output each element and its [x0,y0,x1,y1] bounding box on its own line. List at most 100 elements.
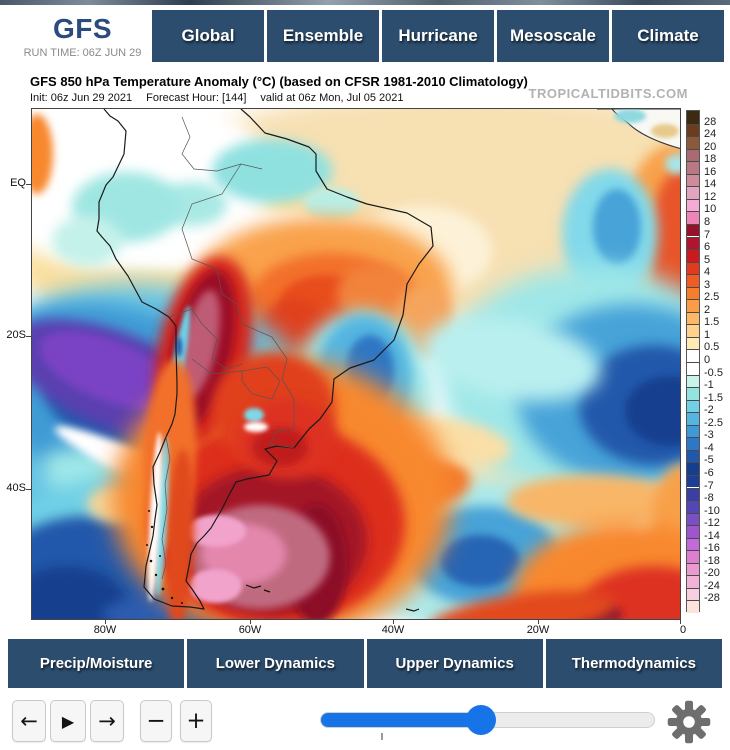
colorbar-segment [687,562,699,576]
colorbar-label: 7 [704,228,711,241]
colorbar-label: -6 [704,466,714,479]
colorbar-label: 10 [704,203,717,216]
colorbar-segment [687,575,699,588]
valid-time: valid at 06z Mon, Jul 05 2021 [260,92,404,104]
colorbar-label: 28 [704,115,717,128]
colorbar-segment [687,349,699,362]
y-axis-label: EQ [10,177,26,189]
forecast-hour: Forecast Hour: [144] [146,92,247,104]
colorbar-segment [687,161,699,174]
colorbar-segment [687,236,699,250]
product-nav-tabs: Precip/Moisture Lower Dynamics Upper Dynam… [8,639,722,688]
tab-thermodynamics[interactable]: Thermodynamics [545,639,722,688]
colorbar-segment [687,186,699,199]
x-axis-tick [250,620,251,624]
colorbar-label: 14 [704,178,717,191]
x-axis-tick [105,620,106,624]
slider-thumb[interactable] [466,705,496,735]
colorbar-segment [687,449,699,463]
y-axis-label: 20S [6,329,26,341]
colorbar-segment [687,437,699,450]
colorbar-segment [687,399,699,413]
settings-gear-icon[interactable] [666,699,712,745]
colorbar-label: 2.5 [704,291,720,304]
colorbar-label: 12 [704,190,717,203]
colorbar-label: 5 [704,253,711,266]
colorbar-segment [687,111,699,124]
forecast-hour-slider[interactable] [320,705,655,740]
colorbar-label: -14 [704,529,720,542]
colorbar-segment [687,374,699,388]
tab-ensemble[interactable]: Ensemble [267,10,379,62]
y-axis-tick [26,184,31,185]
colorbar-segment [687,474,699,488]
colorbar-label: -5 [704,454,714,467]
left-arrow-icon: ← [20,709,38,733]
colorbar-label: 24 [704,128,717,141]
run-time-label: RUN TIME: 06Z JUN 29 [23,47,142,59]
tab-mesoscale[interactable]: Mesoscale [497,10,609,62]
tab-precip-moisture[interactable]: Precip/Moisture [8,639,185,688]
play-button[interactable]: ▶ [50,700,86,742]
zoom-out-button[interactable]: − [140,700,172,742]
x-axis-label: 20W [526,624,550,636]
colorbar-segment [687,387,699,400]
x-axis-tick [393,620,394,624]
colorbar-segment [687,525,699,538]
colorbar-label: 8 [704,215,711,228]
tab-hurricane[interactable]: Hurricane [382,10,494,62]
colorbar-segment [687,600,699,613]
anomaly-map[interactable] [31,108,681,620]
colorbar-segment [687,412,699,425]
colorbar-label: 3 [704,278,711,291]
colorbar-label: -20 [704,567,720,580]
colorbar-label: -8 [704,492,714,505]
colorbar-label: -12 [704,517,720,530]
step-back-button[interactable]: ← [12,700,46,742]
tab-lower-dynamics[interactable]: Lower Dynamics [187,639,364,688]
colorbar-segment [687,336,699,350]
colorbar-segment [687,550,699,563]
step-forward-button[interactable]: → [90,700,124,742]
colorbar-label: -3 [704,429,714,442]
x-axis-tick [680,620,681,624]
colorbar-label: 1 [704,328,711,341]
colorbar-segment [687,274,699,287]
slider-fill [321,713,481,727]
colorbar-label: 2 [704,303,711,316]
slider-tick-mark [381,733,383,740]
top-banner-image [0,0,730,7]
colorbar-segment [687,173,699,187]
colorbar-label: 4 [704,266,711,279]
model-title: GFS [52,13,113,44]
colorbar-segment [687,462,699,475]
init-time: Init: 06z Jun 29 2021 [30,92,133,104]
x-axis-label: 40W [381,624,405,636]
zoom-in-button[interactable]: + [180,700,212,742]
model-nav-tabs: Global Ensemble Hurricane Mesoscale Climate [152,10,724,62]
colorbar-label: -1 [704,379,714,392]
colorbar-segment [687,324,699,337]
colorbar-segment [687,136,699,149]
colorbar-segment [687,587,699,601]
colorbar-label: 0 [704,354,711,366]
y-axis-tick [26,336,31,337]
colorbar-label: -7 [704,479,714,492]
colorbar-segment [687,500,699,513]
x-axis-label: 0 [679,624,687,636]
colorbar-label: -4 [704,441,714,454]
colorbar-label: 20 [704,140,717,153]
tab-upper-dynamics[interactable]: Upper Dynamics [366,639,543,688]
watermark: TROPICALTIDBITS.COM [528,86,688,101]
colorbar-label: 16 [704,165,717,178]
colorbar-segment [687,249,699,262]
x-axis-label: 80W [93,624,117,636]
plus-icon: + [186,708,206,734]
x-axis-tick [538,620,539,624]
tab-global[interactable]: Global [152,10,264,62]
colorbar-label: -28 [704,592,720,605]
colorbar-label: -10 [704,504,720,517]
colorbar-segment [687,424,699,438]
tab-climate[interactable]: Climate [612,10,724,62]
